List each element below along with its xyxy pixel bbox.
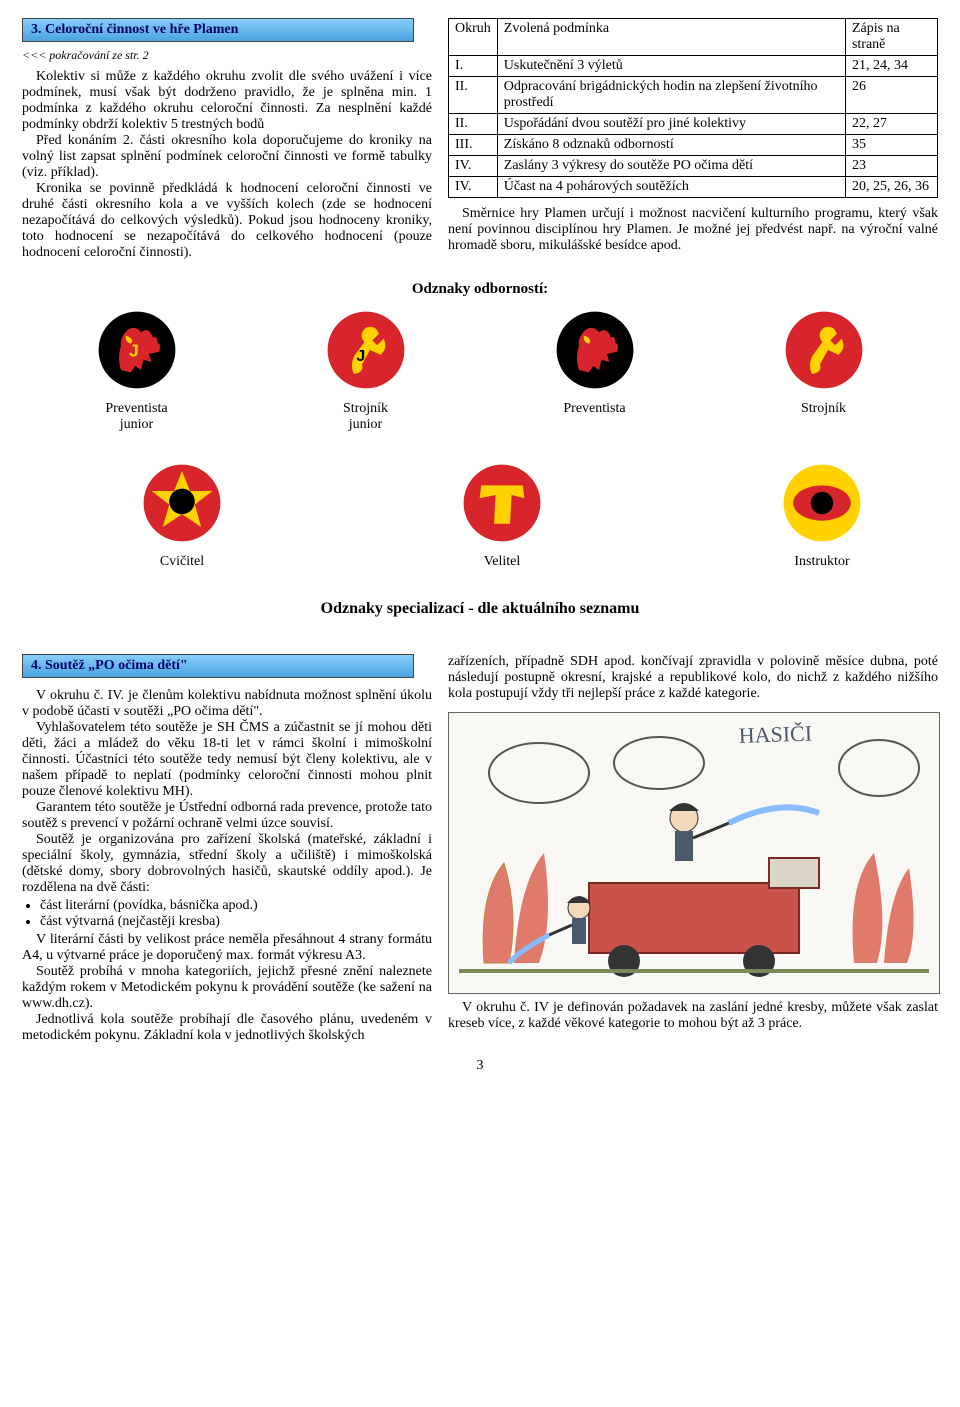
- table-row: III.Získáno 8 odznaků odborností35: [449, 135, 938, 156]
- table-header-podminka: Zvolená podmínka: [497, 19, 845, 56]
- specializations-heading: Odznaky specializací - dle aktuálního se…: [22, 600, 938, 618]
- badge-instruktor: Instruktor: [722, 463, 922, 570]
- badges-heading: Odznaky odborností:: [22, 281, 938, 298]
- table-row: II.Uspořádání dvou soutěží pro jiné kole…: [449, 114, 938, 135]
- section4-right-column: zařízeních, případně SDH apod. končívají…: [448, 654, 938, 1044]
- s4-rp1: zařízeních, případně SDH apod. končívají…: [448, 654, 938, 702]
- s4-bullet-1: část literární (povídka, básnička apod.): [40, 898, 432, 914]
- section3-para2: Před konáním 2. části okresního kola dop…: [22, 133, 432, 181]
- child-drawing-image: HASIČI: [448, 712, 940, 994]
- continuation-note: <<< pokračování ze str. 2: [22, 48, 432, 63]
- table-row: I.Uskutečnění 3 výletů21, 24, 34: [449, 56, 938, 77]
- badge-row-1: J Preventistajunior J Strojníkjunior Pre…: [22, 310, 938, 433]
- s4-p4: Soutěž je organizována pro zařízení škol…: [22, 832, 432, 896]
- svg-text:J: J: [129, 340, 139, 360]
- section4-header: 4. Soutěž „PO očima dětí": [22, 654, 414, 678]
- section3-right-para: Směrnice hry Plamen určují i možnost nac…: [448, 206, 938, 254]
- s4-bullet-2: část výtvarná (nejčastěji kresba): [40, 914, 432, 930]
- badge-cvicitel: Cvičitel: [82, 463, 282, 570]
- child-drawing-svg: HASIČI: [449, 713, 939, 993]
- table-header-okruh: Okruh: [449, 19, 498, 56]
- table-row: II.Odpracování brigádnických hodin na zl…: [449, 77, 938, 114]
- s4-p7: Jednotlivá kola soutěže probíhají dle ča…: [22, 1012, 432, 1044]
- badge-row-2: Cvičitel Velitel Instruktor: [22, 463, 938, 570]
- table-header-zapis: Zápis na straně: [845, 19, 937, 56]
- svg-text:J: J: [356, 348, 365, 365]
- section3-para1: Kolektiv si může z každého okruhu zvolit…: [22, 69, 432, 133]
- table-row: IV.Účast na 4 pohárových soutěžích20, 25…: [449, 177, 938, 198]
- rooster-icon: [555, 310, 635, 390]
- section3-header: 3. Celoroční činnost ve hře Plamen: [22, 18, 414, 42]
- badge-label: Velitel: [402, 554, 602, 570]
- badge-velitel: Velitel: [402, 463, 602, 570]
- t-icon: [462, 463, 542, 543]
- badge-label: Preventista: [495, 401, 695, 417]
- s4-p1: V okruhu č. IV. je členům kolektivu nabí…: [22, 688, 432, 720]
- s4-rp2: V okruhu č. IV je definován požadavek na…: [448, 1000, 938, 1032]
- badge-preventista-junior: J Preventistajunior: [37, 310, 237, 433]
- badge-label: Cvičitel: [82, 554, 282, 570]
- s4-bullet-list: část literární (povídka, básnička apod.)…: [40, 898, 432, 930]
- s4-p2: Vyhlašovatelem této soutěže je SH ČMS a …: [22, 720, 432, 800]
- badge-label: Preventistajunior: [37, 401, 237, 433]
- badge-strojnik: Strojník: [724, 310, 924, 433]
- wrench-icon: [784, 310, 864, 390]
- s4-p5: V literární části by velikost práce nemě…: [22, 932, 432, 964]
- table-row: IV.Zaslány 3 výkresy do soutěže PO očima…: [449, 156, 938, 177]
- page-number: 3: [22, 1058, 938, 1074]
- eye-icon: [782, 463, 862, 543]
- badge-label: Strojník: [724, 401, 924, 417]
- section3-left-column: 3. Celoroční činnost ve hře Plamen <<< p…: [22, 18, 432, 261]
- badge-label: Strojníkjunior: [266, 401, 466, 433]
- rooster-j-icon: J: [97, 310, 177, 390]
- conditions-table: Okruh Zvolená podmínka Zápis na straně I…: [448, 18, 938, 198]
- badge-preventista: Preventista: [495, 310, 695, 433]
- wrench-j-icon: J: [326, 310, 406, 390]
- section3-right-column: Okruh Zvolená podmínka Zápis na straně I…: [448, 18, 938, 261]
- star-icon: [142, 463, 222, 543]
- s4-p6: Soutěž probíhá v mnoha kategoriích, jeji…: [22, 964, 432, 1012]
- section4-columns: 4. Soutěž „PO očima dětí" V okruhu č. IV…: [22, 654, 938, 1044]
- badge-label: Instruktor: [722, 554, 922, 570]
- section3-para3: Kronika se povinně předkládá k hodnocení…: [22, 181, 432, 261]
- s4-p3: Garantem této soutěže je Ústřední odborn…: [22, 800, 432, 832]
- badge-strojnik-junior: J Strojníkjunior: [266, 310, 466, 433]
- section3-columns: 3. Celoroční činnost ve hře Plamen <<< p…: [22, 18, 938, 261]
- svg-text:HASIČI: HASIČI: [738, 720, 812, 748]
- section4-left-column: 4. Soutěž „PO očima dětí" V okruhu č. IV…: [22, 654, 432, 1044]
